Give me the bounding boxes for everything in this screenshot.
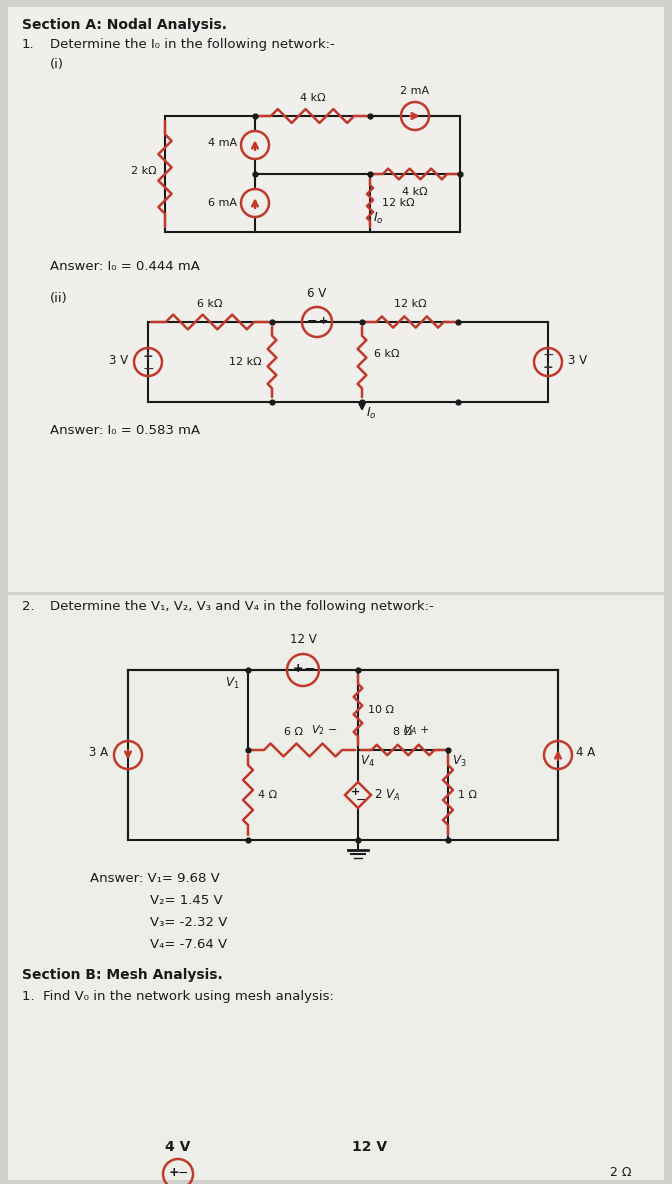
Text: −: − bbox=[542, 348, 554, 362]
Text: 12 V: 12 V bbox=[290, 633, 317, 646]
Text: Answer: I₀ = 0.444 mA: Answer: I₀ = 0.444 mA bbox=[50, 260, 200, 274]
Text: 6 kΩ: 6 kΩ bbox=[374, 349, 399, 359]
Text: $V_2$ −: $V_2$ − bbox=[312, 723, 338, 736]
FancyBboxPatch shape bbox=[8, 7, 664, 592]
Text: +: + bbox=[350, 787, 360, 797]
Text: (ii): (ii) bbox=[50, 292, 68, 305]
Text: 4 kΩ: 4 kΩ bbox=[402, 187, 428, 197]
Text: 10 Ω: 10 Ω bbox=[368, 704, 394, 715]
Text: 1 Ω: 1 Ω bbox=[458, 790, 477, 800]
Text: $V_3$: $V_3$ bbox=[452, 754, 466, 770]
Text: 2 Ω: 2 Ω bbox=[610, 1165, 632, 1178]
Text: −: − bbox=[303, 662, 314, 676]
Text: Section A: Nodal Analysis.: Section A: Nodal Analysis. bbox=[22, 18, 227, 32]
Text: V₄= -7.64 V: V₄= -7.64 V bbox=[150, 938, 227, 951]
Text: 4 V: 4 V bbox=[165, 1140, 191, 1154]
Text: −: − bbox=[178, 1166, 188, 1179]
Text: $V_4$: $V_4$ bbox=[360, 754, 375, 770]
Text: (i): (i) bbox=[50, 58, 64, 71]
Text: 12 kΩ: 12 kΩ bbox=[382, 198, 415, 208]
Text: 2 kΩ: 2 kΩ bbox=[131, 166, 157, 176]
Text: 3 V: 3 V bbox=[568, 354, 587, 367]
Text: Answer: V₁= 9.68 V: Answer: V₁= 9.68 V bbox=[90, 871, 220, 884]
Text: 6 V: 6 V bbox=[307, 287, 327, 300]
Text: 1.  Find V₀ in the network using mesh analysis:: 1. Find V₀ in the network using mesh ana… bbox=[22, 990, 334, 1003]
Text: 2 $V_A$: 2 $V_A$ bbox=[374, 787, 401, 803]
Text: Answer: I₀ = 0.583 mA: Answer: I₀ = 0.583 mA bbox=[50, 424, 200, 437]
Text: −: − bbox=[306, 315, 317, 328]
Text: 2 mA: 2 mA bbox=[401, 86, 429, 96]
Text: 1.: 1. bbox=[22, 38, 35, 51]
Text: $I_o$: $I_o$ bbox=[366, 406, 376, 422]
Text: Section B: Mesh Analysis.: Section B: Mesh Analysis. bbox=[22, 969, 222, 982]
Text: 4 kΩ: 4 kΩ bbox=[300, 94, 325, 103]
Text: +: + bbox=[169, 1166, 179, 1179]
Text: +: + bbox=[543, 361, 553, 374]
Text: 2.: 2. bbox=[22, 600, 35, 613]
Text: −: − bbox=[355, 793, 366, 806]
Text: Determine the V₁, V₂, V₃ and V₄ in the following network:-: Determine the V₁, V₂, V₃ and V₄ in the f… bbox=[50, 600, 433, 613]
Text: +: + bbox=[142, 349, 153, 362]
Text: $V_A$ +: $V_A$ + bbox=[403, 723, 430, 736]
Text: +: + bbox=[293, 663, 303, 676]
Text: 12 kΩ: 12 kΩ bbox=[229, 358, 262, 367]
Text: 6 kΩ: 6 kΩ bbox=[198, 300, 222, 309]
Text: 4 mA: 4 mA bbox=[208, 139, 237, 148]
Text: V₂= 1.45 V: V₂= 1.45 V bbox=[150, 894, 222, 907]
Text: 6 mA: 6 mA bbox=[208, 198, 237, 208]
Text: −: − bbox=[142, 362, 154, 375]
Text: 6 Ω: 6 Ω bbox=[284, 727, 302, 736]
Text: +: + bbox=[319, 316, 328, 326]
Text: 3 V: 3 V bbox=[109, 354, 128, 367]
FancyBboxPatch shape bbox=[8, 596, 664, 1180]
Text: 12 V: 12 V bbox=[352, 1140, 388, 1154]
Text: Determine the I₀ in the following network:-: Determine the I₀ in the following networ… bbox=[50, 38, 335, 51]
Text: 4 Ω: 4 Ω bbox=[258, 790, 277, 800]
Text: V₃= -2.32 V: V₃= -2.32 V bbox=[150, 916, 227, 929]
Text: 8 Ω: 8 Ω bbox=[393, 727, 413, 736]
Text: $V_1$: $V_1$ bbox=[226, 676, 240, 691]
Text: 4 A: 4 A bbox=[576, 746, 595, 759]
Text: $I_o$: $I_o$ bbox=[373, 211, 384, 226]
Text: 3 A: 3 A bbox=[89, 746, 108, 759]
Text: 12 kΩ: 12 kΩ bbox=[394, 300, 426, 309]
